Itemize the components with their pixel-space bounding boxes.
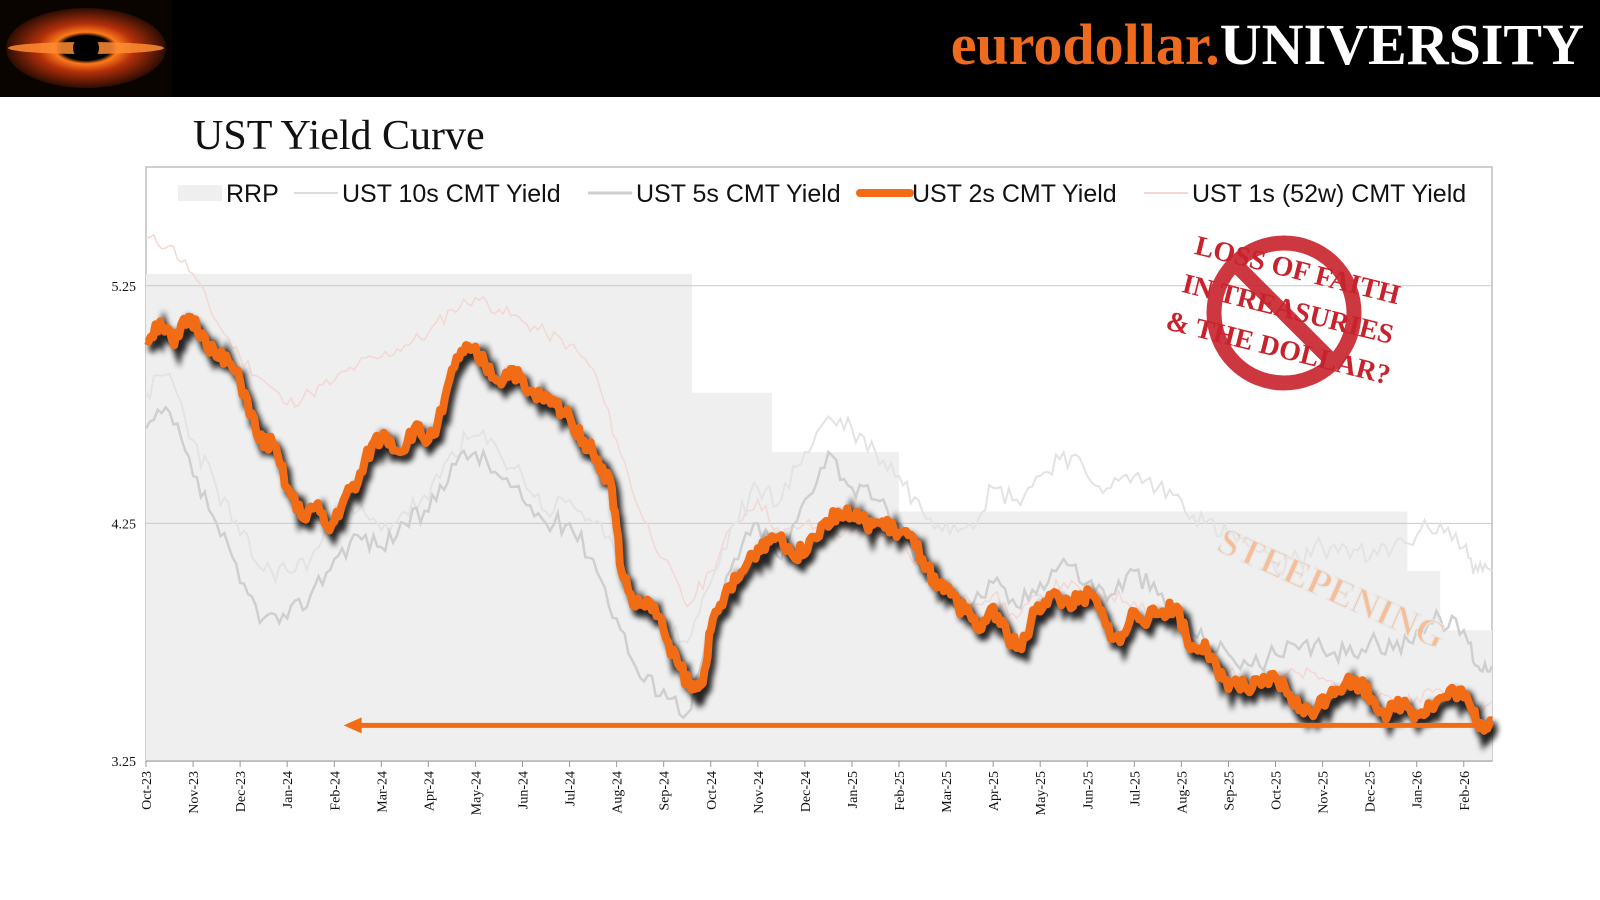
x-tick-label: Mar-24 — [375, 771, 390, 813]
prohibition-slash — [1228, 257, 1340, 369]
legend-label-ust1: UST 1s (52w) CMT Yield — [1192, 180, 1466, 208]
x-tick-label: Feb-26 — [1458, 771, 1473, 811]
x-tick-label: Jan-24 — [281, 771, 296, 808]
x-tick-label: Oct-25 — [1270, 771, 1285, 810]
y-tick-label: 3.25 — [112, 755, 137, 770]
x-tick-label: Sep-25 — [1222, 771, 1237, 811]
x-tick-label: Aug-24 — [611, 771, 626, 814]
x-tick-label: Nov-24 — [752, 771, 767, 814]
brand-wordmark: eurodollar.UNIVERSITY — [951, 10, 1584, 80]
header-banner: eurodollar.UNIVERSITY — [0, 0, 1600, 97]
page-title: UST Yield Curve — [193, 113, 485, 159]
series-ust5-line — [144, 405, 1494, 720]
x-tick-label: May-25 — [1034, 771, 1049, 815]
brand-part-2: UNIVERSITY — [1219, 12, 1584, 77]
series-ust10-line — [145, 372, 1493, 644]
legend-label-ust5: UST 5s CMT Yield — [636, 180, 841, 208]
x-tick-label: Feb-25 — [893, 771, 908, 811]
x-tick-label: Jan-25 — [846, 771, 861, 808]
legend-swatch-rrp — [178, 185, 222, 201]
x-tick-label: Jun-24 — [517, 771, 532, 809]
x-tick-label: Nov-25 — [1317, 771, 1332, 814]
series-ust2-line — [144, 312, 1495, 735]
brand-part-1: eurodollar. — [950, 12, 1220, 77]
prohibition-ring — [1206, 235, 1362, 391]
x-tick-label: Oct-23 — [140, 771, 155, 810]
x-tick-label: Jul-25 — [1128, 771, 1143, 806]
legend-label-rrp: RRP — [226, 180, 279, 208]
x-tick-label: Jul-24 — [564, 771, 579, 806]
x-tick-label: Nov-23 — [187, 771, 202, 814]
x-tick-label: Jun-25 — [1081, 771, 1096, 809]
legend-label-ust2: UST 2s CMT Yield — [912, 180, 1117, 208]
x-tick-label: Feb-24 — [328, 771, 343, 811]
y-tick-label: 5.25 — [112, 280, 137, 295]
x-tick-label: Dec-23 — [234, 771, 249, 812]
x-tick-label: Oct-24 — [705, 771, 720, 810]
x-tick-label: Mar-25 — [940, 771, 955, 813]
x-tick-label: Aug-25 — [1175, 771, 1190, 814]
x-tick-label: Apr-24 — [422, 771, 437, 811]
x-tick-label: Jan-26 — [1411, 771, 1426, 808]
series-rrp-area — [146, 273, 1492, 761]
chart-legend: RRP UST 10s CMT Yield UST 5s CMT Yield UST … — [178, 180, 1466, 208]
prohibition-sign-icon — [1206, 235, 1362, 391]
y-tick-label: 4.25 — [112, 517, 137, 532]
black-hole-logo-icon — [0, 0, 172, 97]
legend-label-ust10: UST 10s CMT Yield — [342, 180, 561, 208]
x-tick-label: May-24 — [469, 771, 484, 815]
x-tick-label: Dec-24 — [799, 771, 814, 812]
yield-curve-chart: RRP UST 10s CMT Yield UST 5s CMT Yield UST … — [112, 166, 1499, 815]
x-tick-label: Apr-25 — [987, 771, 1002, 811]
x-tick-label: Dec-25 — [1364, 771, 1379, 812]
x-tick-label: Sep-24 — [658, 771, 673, 811]
left-arrow-icon — [343, 717, 362, 734]
